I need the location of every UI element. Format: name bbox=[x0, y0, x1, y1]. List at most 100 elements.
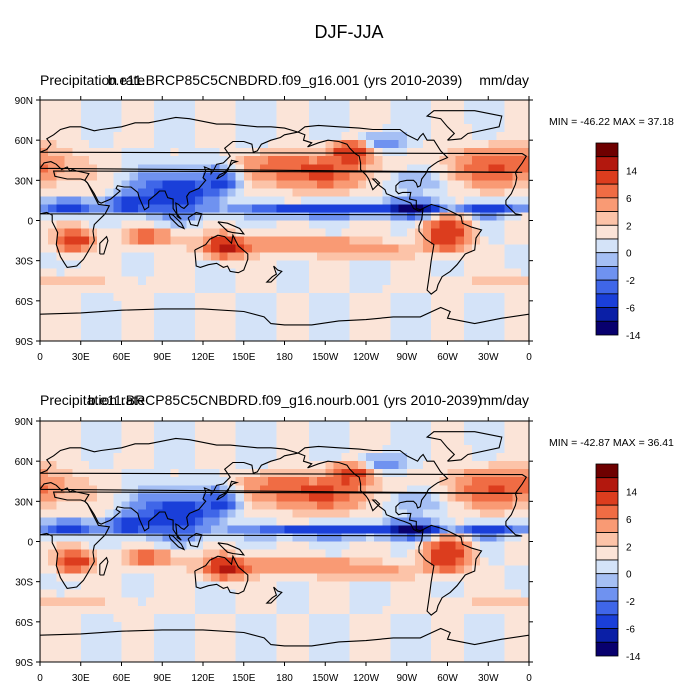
field-cell bbox=[121, 445, 131, 454]
field-cell bbox=[455, 324, 465, 334]
field-cell bbox=[251, 180, 261, 189]
field-cell bbox=[154, 421, 163, 430]
field-cell bbox=[137, 276, 147, 286]
field-cell bbox=[480, 292, 489, 302]
field-cell bbox=[357, 437, 367, 446]
field-cell bbox=[471, 292, 481, 302]
field-cell bbox=[423, 653, 432, 662]
field-cell bbox=[520, 501, 529, 510]
field-cell bbox=[414, 549, 424, 559]
field-cell bbox=[317, 284, 326, 294]
field-cell bbox=[398, 172, 408, 181]
field-cell bbox=[349, 581, 359, 591]
field-cell bbox=[251, 605, 261, 615]
field-cell bbox=[203, 549, 212, 559]
field-cell bbox=[194, 613, 204, 623]
field-cell bbox=[333, 100, 343, 109]
field-cell bbox=[480, 268, 489, 278]
field-cell bbox=[349, 140, 359, 149]
field-cell bbox=[170, 589, 180, 599]
field-cell bbox=[382, 148, 392, 157]
field-cell bbox=[227, 212, 237, 222]
field-cell bbox=[292, 124, 302, 133]
field-cell bbox=[243, 180, 253, 189]
field-cell bbox=[341, 204, 351, 214]
field-cell bbox=[341, 645, 351, 655]
field-cell bbox=[235, 613, 245, 623]
field-cell bbox=[520, 469, 529, 478]
field-cell bbox=[40, 549, 49, 559]
field-cell bbox=[357, 180, 367, 189]
field-cell bbox=[48, 276, 57, 286]
field-cell bbox=[105, 332, 114, 341]
field-cell bbox=[455, 196, 465, 206]
field-cell bbox=[211, 597, 220, 607]
field-cell bbox=[145, 629, 155, 639]
field-cell bbox=[40, 308, 49, 318]
field-cell bbox=[447, 429, 457, 438]
field-cell bbox=[121, 140, 131, 149]
field-cell bbox=[431, 445, 440, 454]
field-cell bbox=[219, 653, 229, 662]
field-cell bbox=[366, 509, 375, 518]
field-cell bbox=[276, 236, 286, 246]
field-cell bbox=[414, 557, 424, 567]
field-cell bbox=[268, 589, 277, 599]
field-cell bbox=[496, 324, 506, 334]
field-cell bbox=[455, 140, 465, 149]
field-cell bbox=[56, 549, 66, 559]
field-cell bbox=[439, 501, 449, 510]
field-cell bbox=[374, 517, 383, 527]
field-cell bbox=[333, 653, 343, 662]
field-cell bbox=[243, 557, 253, 567]
field-cell bbox=[382, 525, 392, 535]
field-cell bbox=[219, 605, 229, 615]
field-cell bbox=[72, 605, 82, 615]
field-cell bbox=[414, 180, 424, 189]
field-cell bbox=[97, 653, 106, 662]
field-cell bbox=[308, 557, 318, 567]
field-cell bbox=[284, 316, 294, 326]
field-cell bbox=[439, 116, 449, 125]
field-cell bbox=[105, 629, 114, 639]
field-cell bbox=[56, 453, 66, 462]
field-cell bbox=[211, 533, 220, 543]
coastline-madagascar bbox=[99, 556, 109, 576]
field-cell bbox=[251, 501, 261, 510]
field-cell bbox=[390, 172, 400, 181]
field-cell bbox=[455, 445, 465, 454]
field-cell bbox=[366, 613, 375, 623]
field-cell bbox=[211, 653, 220, 662]
field-cell bbox=[48, 653, 57, 662]
field-cell bbox=[219, 284, 229, 294]
field-cell bbox=[48, 421, 57, 430]
field-cell bbox=[56, 605, 66, 615]
field-cell bbox=[357, 429, 367, 438]
field-cell bbox=[390, 581, 400, 591]
field-cell bbox=[72, 517, 82, 527]
field-cell bbox=[235, 324, 245, 334]
field-cell bbox=[80, 228, 90, 238]
field-cell bbox=[137, 461, 147, 470]
field-cell bbox=[40, 300, 49, 310]
field-cell bbox=[40, 268, 49, 278]
field-cell bbox=[211, 324, 220, 334]
field-cell bbox=[374, 204, 383, 214]
field-cell bbox=[431, 156, 440, 165]
field-cell bbox=[488, 276, 497, 286]
field-cell bbox=[178, 180, 188, 189]
field-cell bbox=[390, 164, 400, 173]
coastline-japan bbox=[216, 159, 240, 180]
coastline-samerica bbox=[418, 524, 483, 616]
field-cell bbox=[512, 156, 522, 165]
field-cell bbox=[471, 453, 481, 462]
field-cell bbox=[292, 252, 302, 262]
field-cell bbox=[317, 453, 326, 462]
field-cell bbox=[64, 236, 74, 246]
field-cell bbox=[97, 300, 106, 310]
field-cell bbox=[390, 100, 400, 109]
y-tick-label: 0 bbox=[27, 217, 33, 228]
field-cell bbox=[178, 204, 188, 214]
field-cell bbox=[284, 300, 294, 310]
field-cell bbox=[382, 541, 392, 551]
